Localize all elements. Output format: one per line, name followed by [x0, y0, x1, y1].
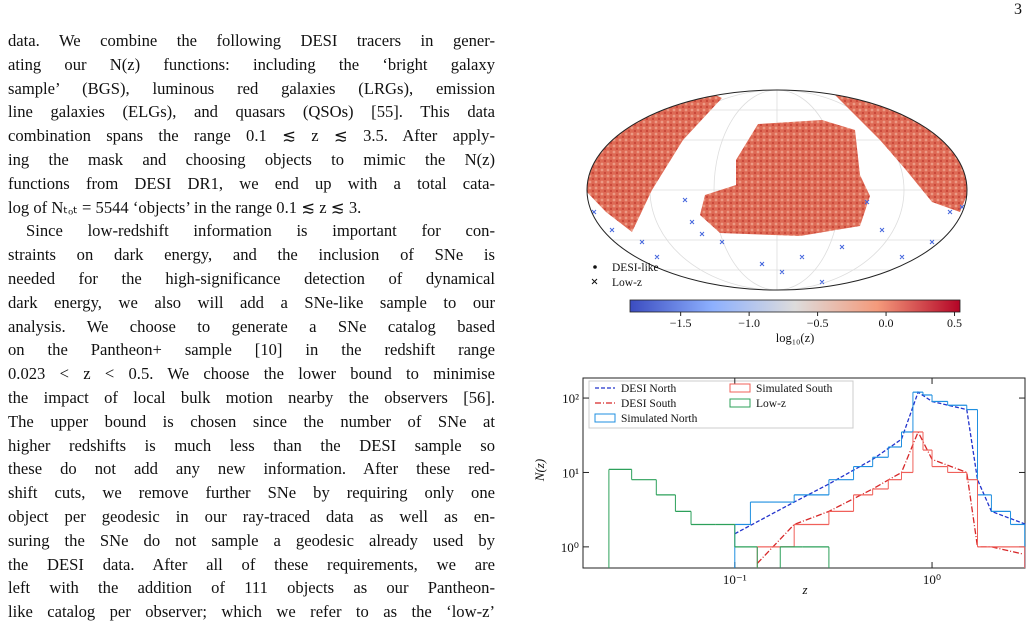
colorbar-tick-label: 0.0: [879, 316, 894, 330]
legend-cross: [591, 278, 598, 285]
colorbar-tick-label: −1.0: [738, 316, 760, 330]
text-line: object per geodesic in our ray-traced da…: [8, 507, 495, 526]
text-line: straints on dark energy, and the inclusi…: [8, 245, 495, 265]
text-line: shift cuts, we remove further SNe by req…: [8, 483, 495, 503]
text-line: higher redshifts is much less than the D…: [8, 435, 495, 455]
y-tick-label: 10¹: [562, 465, 579, 480]
map-border: [586, 89, 968, 291]
text-line: Since low-redshift information is import…: [26, 221, 495, 241]
legend-swatch: [729, 383, 751, 393]
legend-box: [588, 380, 854, 429]
y-axis-label: N(z): [532, 459, 547, 482]
text-line: log of Nₜₒₜ = 5544 ‘objects’ in the rang…: [8, 197, 362, 217]
legend-label: Simulated North: [621, 413, 698, 425]
legend-swatch: [729, 398, 751, 408]
legend-swatch: [594, 413, 616, 423]
low-z-markers: [591, 197, 967, 285]
text-line: analysis. We choose to generate a SNe ca…: [8, 316, 495, 336]
text-line: ing the mask and choosing objects to mim…: [8, 150, 495, 169]
y-tick-label: 10⁰: [561, 540, 579, 555]
page-number: 3: [1014, 1, 1022, 18]
text-line: dark energy, we also will add a SNe-like…: [8, 292, 495, 312]
text-line: functions from DESI DR1, we end up with …: [8, 173, 495, 193]
series-line: [756, 430, 1024, 564]
colorbar-tick-label: −0.5: [807, 316, 829, 330]
map-legend-label: Low-z: [612, 277, 642, 289]
text-line: on the Pantheon+ sample [10] in the reds…: [8, 340, 495, 360]
map-legend-label: DESI-like: [612, 262, 659, 274]
text-line: The upper bound is chosen since the numb…: [8, 411, 495, 431]
text-line: left with the addition of 111 objects as…: [8, 578, 495, 598]
text-line: suring the SNe do not sample a geodesic …: [8, 530, 495, 550]
text-line: these do not add any new information. Af…: [8, 459, 495, 479]
colorbar: [629, 299, 961, 313]
sky-map: [587, 90, 967, 290]
text-line: data. We combine the following DESI trac…: [8, 31, 495, 50]
x-tick-label: 10⁰: [923, 572, 941, 587]
colorbar-tick-label: 0.5: [947, 316, 962, 330]
text-line: 0.023 < z < 0.5. We choose the lower bou…: [8, 364, 495, 384]
text-line: sample’ (BGS), luminous red galaxies (LR…: [8, 78, 495, 98]
x-tick-label: 10⁻¹: [723, 572, 747, 587]
text-line: needed for the high-significance detecti…: [8, 269, 495, 288]
legend-label: Low-z: [756, 398, 786, 410]
text-line: like catalog per observer; which we refe…: [8, 602, 495, 622]
y-tick-label: 10²: [562, 391, 579, 406]
legend-dot: [593, 265, 597, 269]
text-line: combination spans the range 0.1 ≲ z ≲ 3.…: [8, 126, 495, 146]
text-line: line galaxies (ELGs), and quasars (QSOs)…: [8, 102, 495, 122]
legend-label: DESI South: [621, 398, 677, 410]
legend-label: DESI North: [621, 383, 677, 395]
x-axis-label: z: [801, 582, 807, 597]
text-line: ating our N(z) functions: including the …: [8, 54, 495, 74]
text-line: the DESI data. After all of these requir…: [8, 554, 495, 574]
plot-frame: [582, 377, 1026, 569]
colorbar-tick-label: −1.5: [670, 316, 692, 330]
colorbar-label: log₁₀(z): [776, 331, 815, 345]
legend-label: Simulated South: [756, 383, 833, 395]
text-line: the impact of local bulk motion nearby t…: [8, 388, 495, 407]
